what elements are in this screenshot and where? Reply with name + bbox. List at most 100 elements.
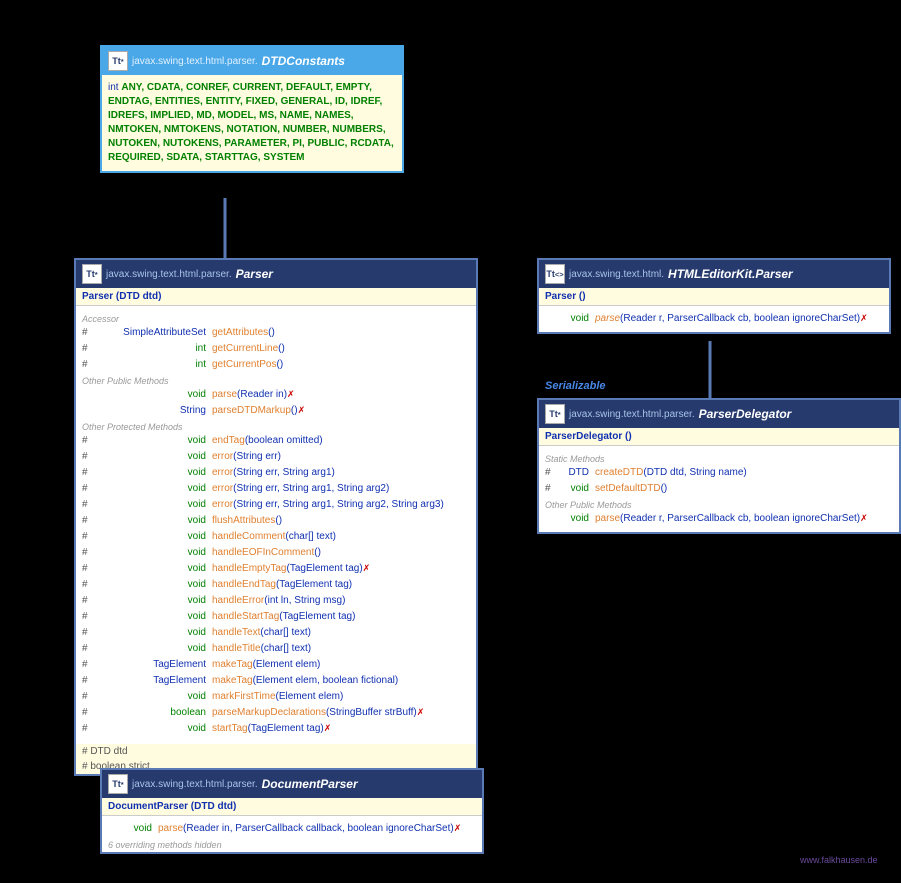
args: (char[] text)	[260, 627, 311, 638]
method-row: #voidhandleError (int ln, String msg)	[76, 594, 476, 610]
modifier: #	[82, 547, 96, 558]
method-name: parse	[212, 389, 237, 400]
args: (DTD dtd, String name)	[643, 467, 746, 478]
method-name: markFirstTime	[212, 691, 276, 702]
return-type: TagElement	[96, 675, 212, 686]
method-row: #voidhandleStartTag (TagElement tag)	[76, 610, 476, 626]
args: (String err)	[233, 451, 281, 462]
args: (String err, String arg1, String arg2, S…	[233, 499, 444, 510]
throws-icon: ✗	[363, 563, 371, 574]
modifier: #	[82, 515, 96, 526]
modifier: #	[82, 451, 96, 462]
args: (Element elem)	[253, 659, 321, 670]
throws-icon: ✗	[298, 405, 306, 416]
method-name: parseDTDMarkup	[212, 405, 291, 416]
return-type: boolean	[96, 707, 212, 718]
throws-icon: ✗	[324, 723, 332, 734]
return-type: int	[96, 343, 212, 354]
modifier: #	[82, 327, 96, 338]
args: (TagElement tag)	[248, 723, 324, 734]
return-type: void	[96, 531, 212, 542]
args: (int ln, String msg)	[264, 595, 345, 606]
title-bar: Tt* javax.swing.text.html.parser.Documen…	[102, 770, 482, 798]
modifier: #	[545, 483, 559, 494]
section: Static Methods	[539, 452, 899, 466]
modifier: #	[82, 659, 96, 670]
modifier: #	[82, 531, 96, 542]
method-name: getCurrentPos	[212, 359, 276, 370]
args: (TagElement tag)	[276, 579, 352, 590]
modifier: #	[82, 343, 96, 354]
package: javax.swing.text.html.parser.	[132, 56, 258, 67]
method-row: #voidhandleEOFInComment ()	[76, 546, 476, 562]
return-type: void	[96, 563, 212, 574]
method-row: #voiderror (String err, String arg1)	[76, 466, 476, 482]
method-row: #voidhandleText (char[] text)	[76, 626, 476, 642]
args: (TagElement tag)	[279, 611, 355, 622]
method-name: handleEndTag	[212, 579, 276, 590]
method-name: createDTD	[595, 467, 643, 478]
modifier: #	[82, 707, 96, 718]
constructor: ParserDelegator ()	[539, 428, 899, 446]
method-row: #voiderror (String err, String arg1, Str…	[76, 498, 476, 514]
throws-icon: ✗	[454, 823, 462, 834]
method-name: getCurrentLine	[212, 343, 278, 354]
args: (String err, String arg1, String arg2)	[233, 483, 389, 494]
args: ()	[291, 405, 298, 416]
method-row: voidparse (Reader in) ✗	[76, 388, 476, 404]
package: javax.swing.text.html.parser.	[106, 269, 232, 280]
method-name: error	[212, 483, 233, 494]
return-type: void	[96, 595, 212, 606]
method-row: #voidmarkFirstTime (Element elem)	[76, 690, 476, 706]
modifier: #	[82, 611, 96, 622]
modifier: #	[82, 467, 96, 478]
field: # DTD dtd	[76, 744, 476, 759]
constants: int ANY, CDATA, CONREF, CURRENT, DEFAULT…	[102, 75, 402, 171]
return-type: void	[96, 547, 212, 558]
method-row: #voidhandleTitle (char[] text)	[76, 642, 476, 658]
method-name: error	[212, 467, 233, 478]
package: javax.swing.text.html.	[569, 269, 664, 280]
class-parser: Tt* javax.swing.text.html.parser.Parser …	[74, 258, 478, 776]
class-parserdelegator: Tt* javax.swing.text.html.parser.ParserD…	[537, 398, 901, 534]
classname: DTDConstants	[262, 54, 345, 68]
method-name: error	[212, 499, 233, 510]
return-type: void	[96, 611, 212, 622]
return-type: void	[96, 435, 212, 446]
modifier: #	[82, 675, 96, 686]
method-name: handleStartTag	[212, 611, 279, 622]
method-row: #TagElementmakeTag (Element elem, boolea…	[76, 674, 476, 690]
watermark: www.falkhausen.de	[800, 855, 878, 865]
method-row: voidparse (Reader in, ParserCallback cal…	[102, 822, 482, 838]
return-type: DTD	[559, 467, 595, 478]
return-type: String	[96, 405, 212, 416]
interface-label: Serializable	[545, 380, 606, 392]
return-type: void	[559, 483, 595, 494]
return-type: void	[96, 389, 212, 400]
args: (Reader r, ParserCallback cb, boolean ig…	[620, 513, 860, 524]
method-name: handleText	[212, 627, 260, 638]
title-bar: Tt* javax.swing.text.html.parser.DTDCons…	[102, 47, 402, 75]
args: ()	[314, 547, 321, 558]
throws-icon: ✗	[860, 513, 868, 524]
args: (char[] text)	[285, 531, 336, 542]
modifier: #	[82, 483, 96, 494]
method-row: #DTDcreateDTD (DTD dtd, String name)	[539, 466, 899, 482]
args: (Reader r, ParserCallback cb, boolean ig…	[620, 313, 860, 324]
method-row: #booleanparseMarkupDeclarations (StringB…	[76, 706, 476, 722]
return-type: void	[96, 643, 212, 654]
return-type: void	[122, 823, 158, 834]
modifier: #	[82, 595, 96, 606]
class-icon: Tt*	[108, 774, 128, 794]
method-row: #intgetCurrentPos ()	[76, 358, 476, 374]
package: javax.swing.text.html.parser.	[569, 409, 695, 420]
modifier: #	[545, 467, 559, 478]
method-name: handleTitle	[212, 643, 261, 654]
method-name: handleEmptyTag	[212, 563, 287, 574]
method-name: flushAttributes	[212, 515, 275, 526]
section: Other Public Methods	[76, 374, 476, 388]
title-bar: Tt* javax.swing.text.html.parser.ParserD…	[539, 400, 899, 428]
args: ()	[276, 359, 283, 370]
return-type: void	[96, 451, 212, 462]
throws-icon: ✗	[417, 707, 425, 718]
